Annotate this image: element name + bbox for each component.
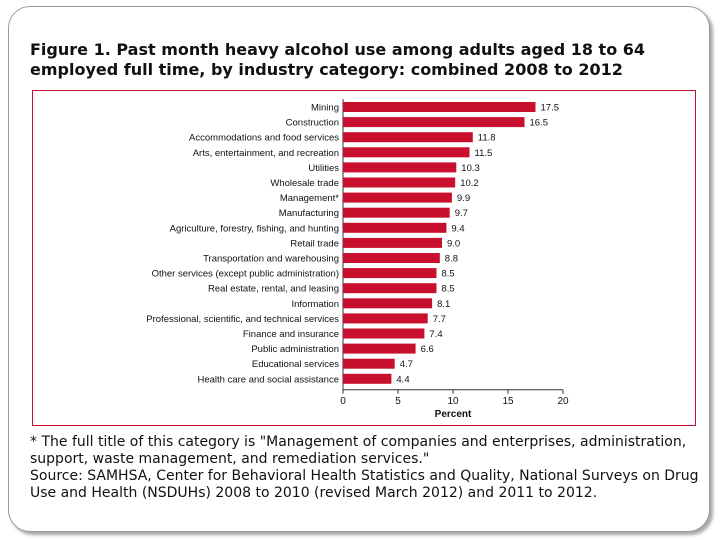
value-label: 9.9 bbox=[457, 193, 470, 204]
value-label: 8.5 bbox=[442, 284, 455, 295]
bar bbox=[343, 102, 536, 112]
x-tick-label: 20 bbox=[557, 396, 569, 407]
category-label: Construction bbox=[286, 118, 339, 129]
x-tick-label: 5 bbox=[395, 396, 401, 407]
footnote: * The full title of this category is "Ma… bbox=[30, 434, 710, 502]
category-label: Manufacturing bbox=[279, 208, 339, 219]
category-label: Real estate, rental, and leasing bbox=[208, 284, 339, 295]
value-label: 7.4 bbox=[429, 329, 442, 340]
value-label: 8.5 bbox=[442, 269, 455, 280]
chart-container: Mining 17.5 Construction 16.5 Accommodations… bbox=[32, 90, 696, 426]
bar bbox=[343, 237, 442, 248]
bar bbox=[343, 222, 447, 233]
bar bbox=[343, 117, 525, 128]
category-label: Accommodations and food services bbox=[189, 133, 339, 144]
value-label: 16.5 bbox=[530, 118, 549, 129]
value-label: 17.5 bbox=[541, 103, 560, 114]
value-label: 11.8 bbox=[478, 133, 496, 144]
source-note: Source: SAMHSA, Center for Behavioral He… bbox=[30, 468, 699, 501]
bar bbox=[343, 283, 437, 294]
bar bbox=[343, 192, 452, 203]
bar bbox=[343, 268, 437, 279]
value-label: 9.0 bbox=[447, 238, 460, 249]
bar bbox=[343, 253, 440, 263]
category-label: Health care and social assistance bbox=[197, 374, 339, 385]
value-label: 9.7 bbox=[455, 208, 468, 219]
bar bbox=[343, 207, 450, 218]
bar bbox=[343, 373, 392, 384]
bar bbox=[343, 177, 456, 188]
bar bbox=[343, 328, 425, 339]
figure-title: Figure 1. Past month heavy alcohol use a… bbox=[30, 40, 646, 79]
category-label: Management* bbox=[280, 193, 339, 204]
category-label: Retail trade bbox=[290, 238, 339, 249]
bar bbox=[343, 358, 395, 369]
bar bbox=[343, 298, 433, 309]
value-label: 10.2 bbox=[460, 178, 479, 189]
category-label: Finance and insurance bbox=[243, 329, 339, 340]
bar bbox=[343, 132, 473, 143]
category-label: Mining bbox=[311, 103, 339, 114]
value-label: 4.4 bbox=[396, 374, 409, 385]
category-label: Public administration bbox=[251, 344, 339, 355]
x-tick-label: 10 bbox=[447, 396, 459, 407]
category-label: Wholesale trade bbox=[270, 178, 339, 189]
x-axis-label: Percent bbox=[435, 409, 472, 420]
value-label: 4.7 bbox=[400, 359, 413, 370]
value-label: 8.8 bbox=[445, 254, 458, 265]
value-label: 6.6 bbox=[421, 344, 434, 355]
category-label: Professional, scientific, and technical … bbox=[146, 314, 339, 325]
bar bbox=[343, 343, 416, 354]
category-label: Transportation and warehousing bbox=[203, 254, 339, 265]
value-label: 7.7 bbox=[433, 314, 446, 325]
category-label: Utilities bbox=[308, 163, 339, 174]
bar bbox=[343, 313, 428, 324]
category-label: Other services (except public administra… bbox=[152, 269, 339, 280]
bar bbox=[343, 147, 470, 158]
category-label: Arts, entertainment, and recreation bbox=[193, 148, 339, 159]
x-tick-label: 0 bbox=[340, 396, 346, 407]
x-tick-label: 15 bbox=[502, 396, 514, 407]
bar bbox=[343, 162, 457, 173]
category-label: Educational services bbox=[252, 359, 339, 370]
bar-chart: Mining 17.5 Construction 16.5 Accommodations… bbox=[146, 99, 569, 420]
value-label: 9.4 bbox=[451, 223, 464, 234]
value-label: 8.1 bbox=[437, 299, 450, 310]
category-label: Agriculture, forestry, fishing, and hunt… bbox=[170, 223, 339, 234]
asterisk-note: * The full title of this category is "Ma… bbox=[30, 434, 687, 467]
value-label: 10.3 bbox=[461, 163, 480, 174]
value-label: 11.5 bbox=[475, 148, 493, 159]
category-label: Information bbox=[291, 299, 339, 310]
